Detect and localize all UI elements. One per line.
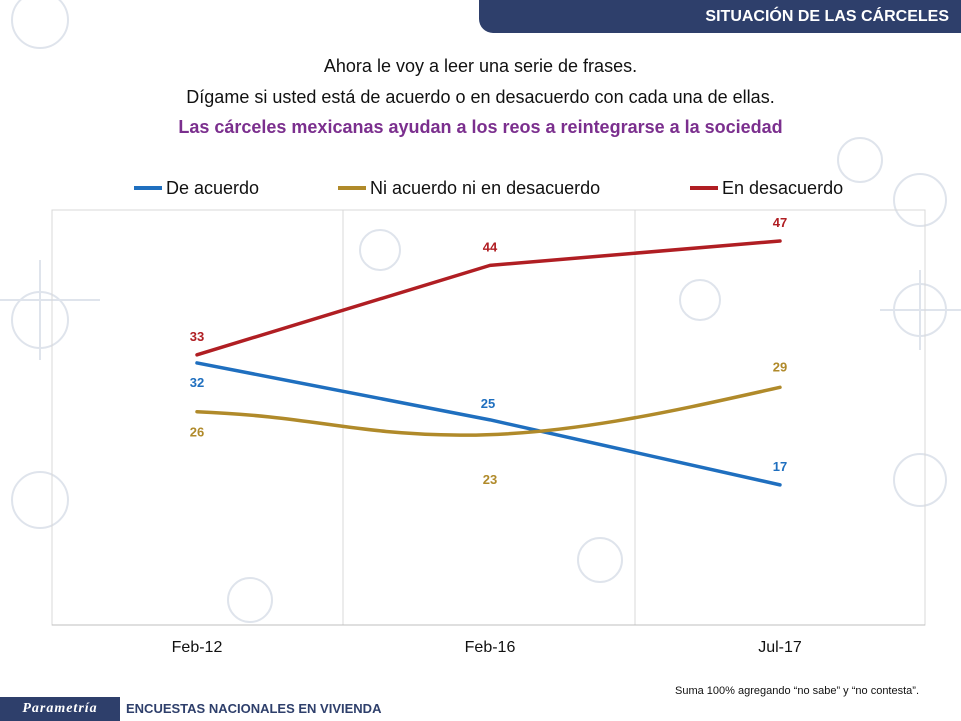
- legend-label: Ni acuerdo ni en desacuerdo: [370, 177, 601, 198]
- data-label: 47: [773, 215, 787, 230]
- data-label: 26: [190, 425, 204, 440]
- question-line-1: Ahora le voy a leer una serie de frases.: [323, 56, 638, 76]
- legend-swatch: [690, 186, 718, 190]
- data-label: 25: [481, 396, 495, 411]
- brand-name: Parametría: [22, 701, 98, 716]
- data-label: 33: [190, 329, 204, 344]
- legend-label: En desacuerdo: [722, 177, 844, 198]
- x-tick-label: Feb-12: [172, 639, 223, 656]
- plot-frame: [51, 209, 926, 626]
- legend-swatch: [134, 186, 162, 190]
- question-statement: Las cárceles mexicanas ayudan a los reos…: [178, 117, 783, 137]
- data-label: 17: [773, 459, 787, 474]
- legend-item-en-desacuerdo: En desacuerdo: [690, 178, 843, 198]
- footnote: Suma 100% agregando “no sabe” y “no cont…: [675, 685, 919, 697]
- legend-label: De acuerdo: [166, 177, 260, 198]
- x-tick-label: Feb-16: [465, 639, 516, 656]
- data-label: 32: [190, 375, 204, 390]
- data-label: 44: [483, 239, 498, 254]
- x-tick-label: Jul-17: [758, 639, 802, 656]
- question-line-2: Dígame si usted está de acuerdo o en des…: [186, 87, 775, 107]
- series-line-en-desacuerdo: [195, 239, 782, 357]
- series-line-ni-acuerdo: [195, 385, 782, 437]
- section-header: SITUACIÓN DE LAS CÁRCELES: [479, 0, 961, 33]
- legend-item-de-acuerdo: De acuerdo: [134, 178, 259, 198]
- data-label: 23: [483, 472, 497, 487]
- series-line-de-acuerdo: [195, 361, 782, 487]
- data-label: 29: [773, 359, 787, 374]
- legend-swatch: [338, 186, 366, 190]
- legend-item-ni-acuerdo: Ni acuerdo ni en desacuerdo: [338, 178, 600, 198]
- section-title: SITUACIÓN DE LAS CÁRCELES: [705, 7, 949, 25]
- footer-text: ENCUESTAS NACIONALES EN VIVIENDA: [126, 701, 382, 716]
- brand-logo: Parametría: [0, 697, 120, 721]
